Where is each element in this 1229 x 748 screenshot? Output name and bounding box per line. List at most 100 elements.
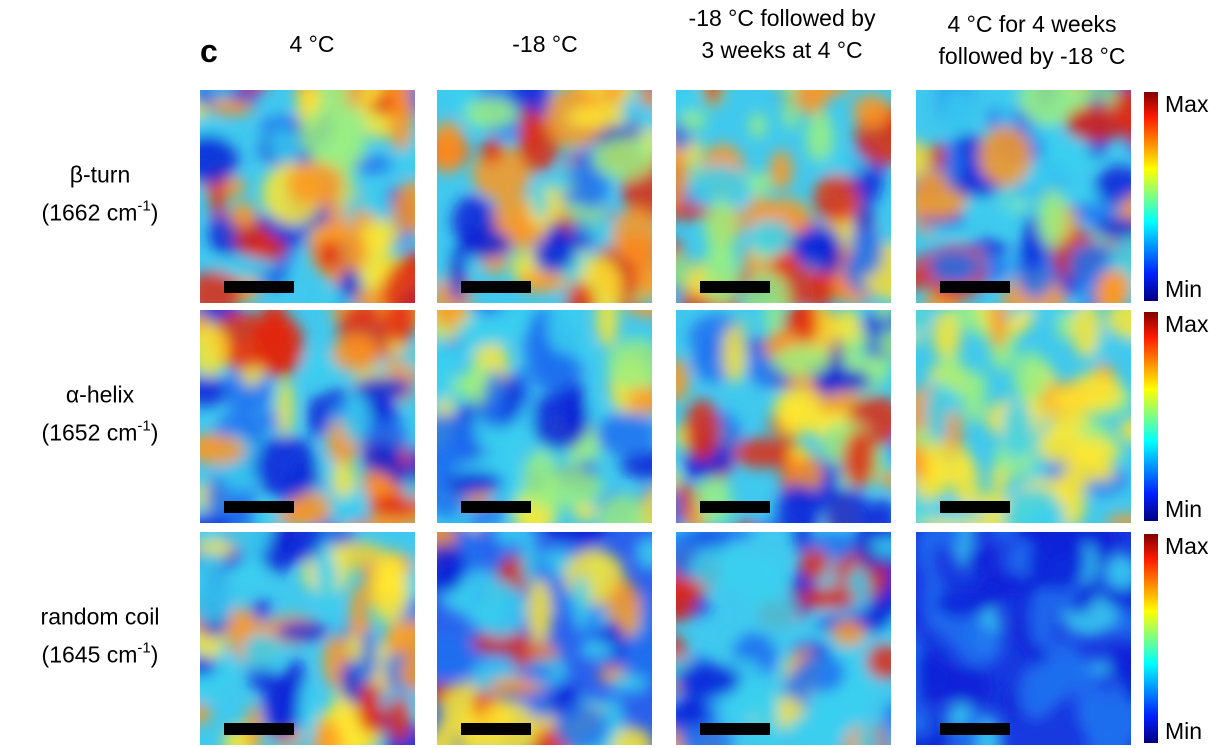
- heatmap-blob: [781, 90, 800, 130]
- heatmap-blob: [916, 655, 956, 693]
- heatmap-blob: [799, 548, 830, 581]
- heatmap-blob: [927, 248, 981, 285]
- heatmap: [916, 90, 1131, 303]
- row-wavenumber: (1662 cm-1): [42, 198, 159, 226]
- heatmap-blob: [1050, 386, 1098, 415]
- wavenumber-text: (1652 cm: [42, 420, 138, 446]
- wavenumber-sup: -1: [137, 198, 150, 215]
- heatmap-blob: [818, 154, 869, 175]
- heatmap-blob: [212, 651, 237, 687]
- scale-bar: [700, 281, 770, 293]
- heatmap-blob: [1118, 418, 1131, 442]
- heatmap-blob: [1018, 90, 1079, 126]
- heatmap-blob: [938, 354, 964, 390]
- heatmap-blob: [813, 173, 861, 224]
- heatmap-blob: [776, 483, 820, 523]
- heatmap-blob: [978, 125, 1032, 187]
- heatmap-blobs: [200, 310, 415, 523]
- heatmap-blob: [245, 90, 264, 93]
- heatmap-blob: [721, 324, 747, 383]
- heatmap-blob: [353, 376, 412, 400]
- heatmap-blob: [876, 310, 891, 323]
- heatmap-blob: [546, 532, 576, 543]
- heatmap-blobs: [897, 532, 1131, 745]
- heatmap-blob: [676, 663, 740, 698]
- heatmap: [437, 310, 652, 523]
- heatmap-blob: [635, 536, 652, 571]
- heatmap-blob: [945, 409, 963, 452]
- heatmap-blob: [920, 440, 972, 484]
- row-name: α-helix: [66, 382, 135, 408]
- heatmap-blob: [924, 568, 943, 633]
- heatmap-blob: [773, 388, 822, 427]
- heatmap-blob: [1012, 351, 1050, 401]
- heatmap-blob: [916, 141, 933, 178]
- colorbar-min: Min: [1165, 496, 1202, 522]
- heatmap-blob: [1038, 427, 1084, 464]
- heatmap-blob: [797, 586, 856, 610]
- heatmap-blob: [703, 532, 753, 542]
- heatmap-blob: [764, 310, 783, 334]
- heatmap-blob: [403, 478, 415, 502]
- heatmap-blob: [579, 640, 615, 661]
- heatmap-blob: [437, 349, 455, 405]
- heatmap: [437, 532, 652, 745]
- heatmap-blob: [789, 712, 850, 745]
- heatmap-blob: [447, 471, 503, 494]
- heatmap: [200, 310, 415, 523]
- heatmap-blob: [1029, 588, 1056, 650]
- heatmap-blob: [276, 532, 325, 563]
- heatmap-blob: [268, 127, 303, 165]
- heatmap-blob: [897, 663, 915, 716]
- heatmap-blob: [733, 437, 790, 469]
- heatmap-blob: [540, 363, 573, 395]
- heatmap-blob: [471, 630, 533, 655]
- heatmap-blob: [569, 532, 605, 551]
- heatmap-blob: [359, 681, 380, 721]
- heatmap-blob: [1106, 514, 1131, 523]
- scale-bar: [700, 501, 770, 513]
- heatmap-blob: [868, 532, 891, 539]
- heatmap-blob: [261, 676, 303, 738]
- heatmap-blob: [1094, 271, 1127, 303]
- heatmap-blob: [1037, 188, 1068, 249]
- column-header: -18 °C: [512, 31, 577, 57]
- colorbar-min: Min: [1165, 718, 1202, 744]
- wavenumber-sup: -1: [137, 640, 150, 657]
- colorbar: [1144, 534, 1158, 743]
- heatmap-blob: [598, 494, 645, 523]
- heatmap: [916, 310, 1131, 523]
- heatmap-blob: [606, 338, 652, 389]
- heatmap-blob: [449, 244, 467, 303]
- wavenumber-close: ): [151, 200, 159, 226]
- heatmap-blob: [633, 255, 652, 299]
- colorbar-max: Max: [1165, 533, 1209, 559]
- scale-bar: [224, 501, 294, 513]
- heatmap-blob: [835, 310, 861, 344]
- heatmap-blob: [229, 532, 274, 558]
- heatmap-blob: [626, 386, 652, 415]
- heatmap-blob: [401, 249, 415, 278]
- heatmap-blobs: [676, 532, 891, 745]
- heatmap: [437, 90, 652, 303]
- row-name: β-turn: [70, 162, 131, 188]
- heatmap-blob: [878, 328, 891, 359]
- colorbar: [1144, 92, 1158, 301]
- heatmap-blob: [793, 310, 818, 346]
- heatmap-blob: [409, 451, 415, 484]
- heatmap-blob: [870, 535, 891, 558]
- heatmap-blob: [200, 577, 236, 624]
- heatmap-blob: [845, 566, 872, 613]
- heatmap-blob: [676, 357, 690, 402]
- heatmap-blob: [331, 334, 381, 372]
- scale-bar: [940, 723, 1010, 735]
- heatmap-blob: [302, 349, 321, 385]
- colorbar-min: Min: [1165, 276, 1202, 302]
- heatmap-blob: [1071, 310, 1101, 358]
- heatmap: [200, 532, 415, 745]
- heatmap-blob: [228, 202, 257, 229]
- row-wavenumber: (1652 cm-1): [42, 418, 159, 446]
- heatmap-blob: [877, 471, 891, 488]
- heatmap-blob: [315, 551, 338, 614]
- column-header: 3 weeks at 4 °C: [701, 37, 862, 63]
